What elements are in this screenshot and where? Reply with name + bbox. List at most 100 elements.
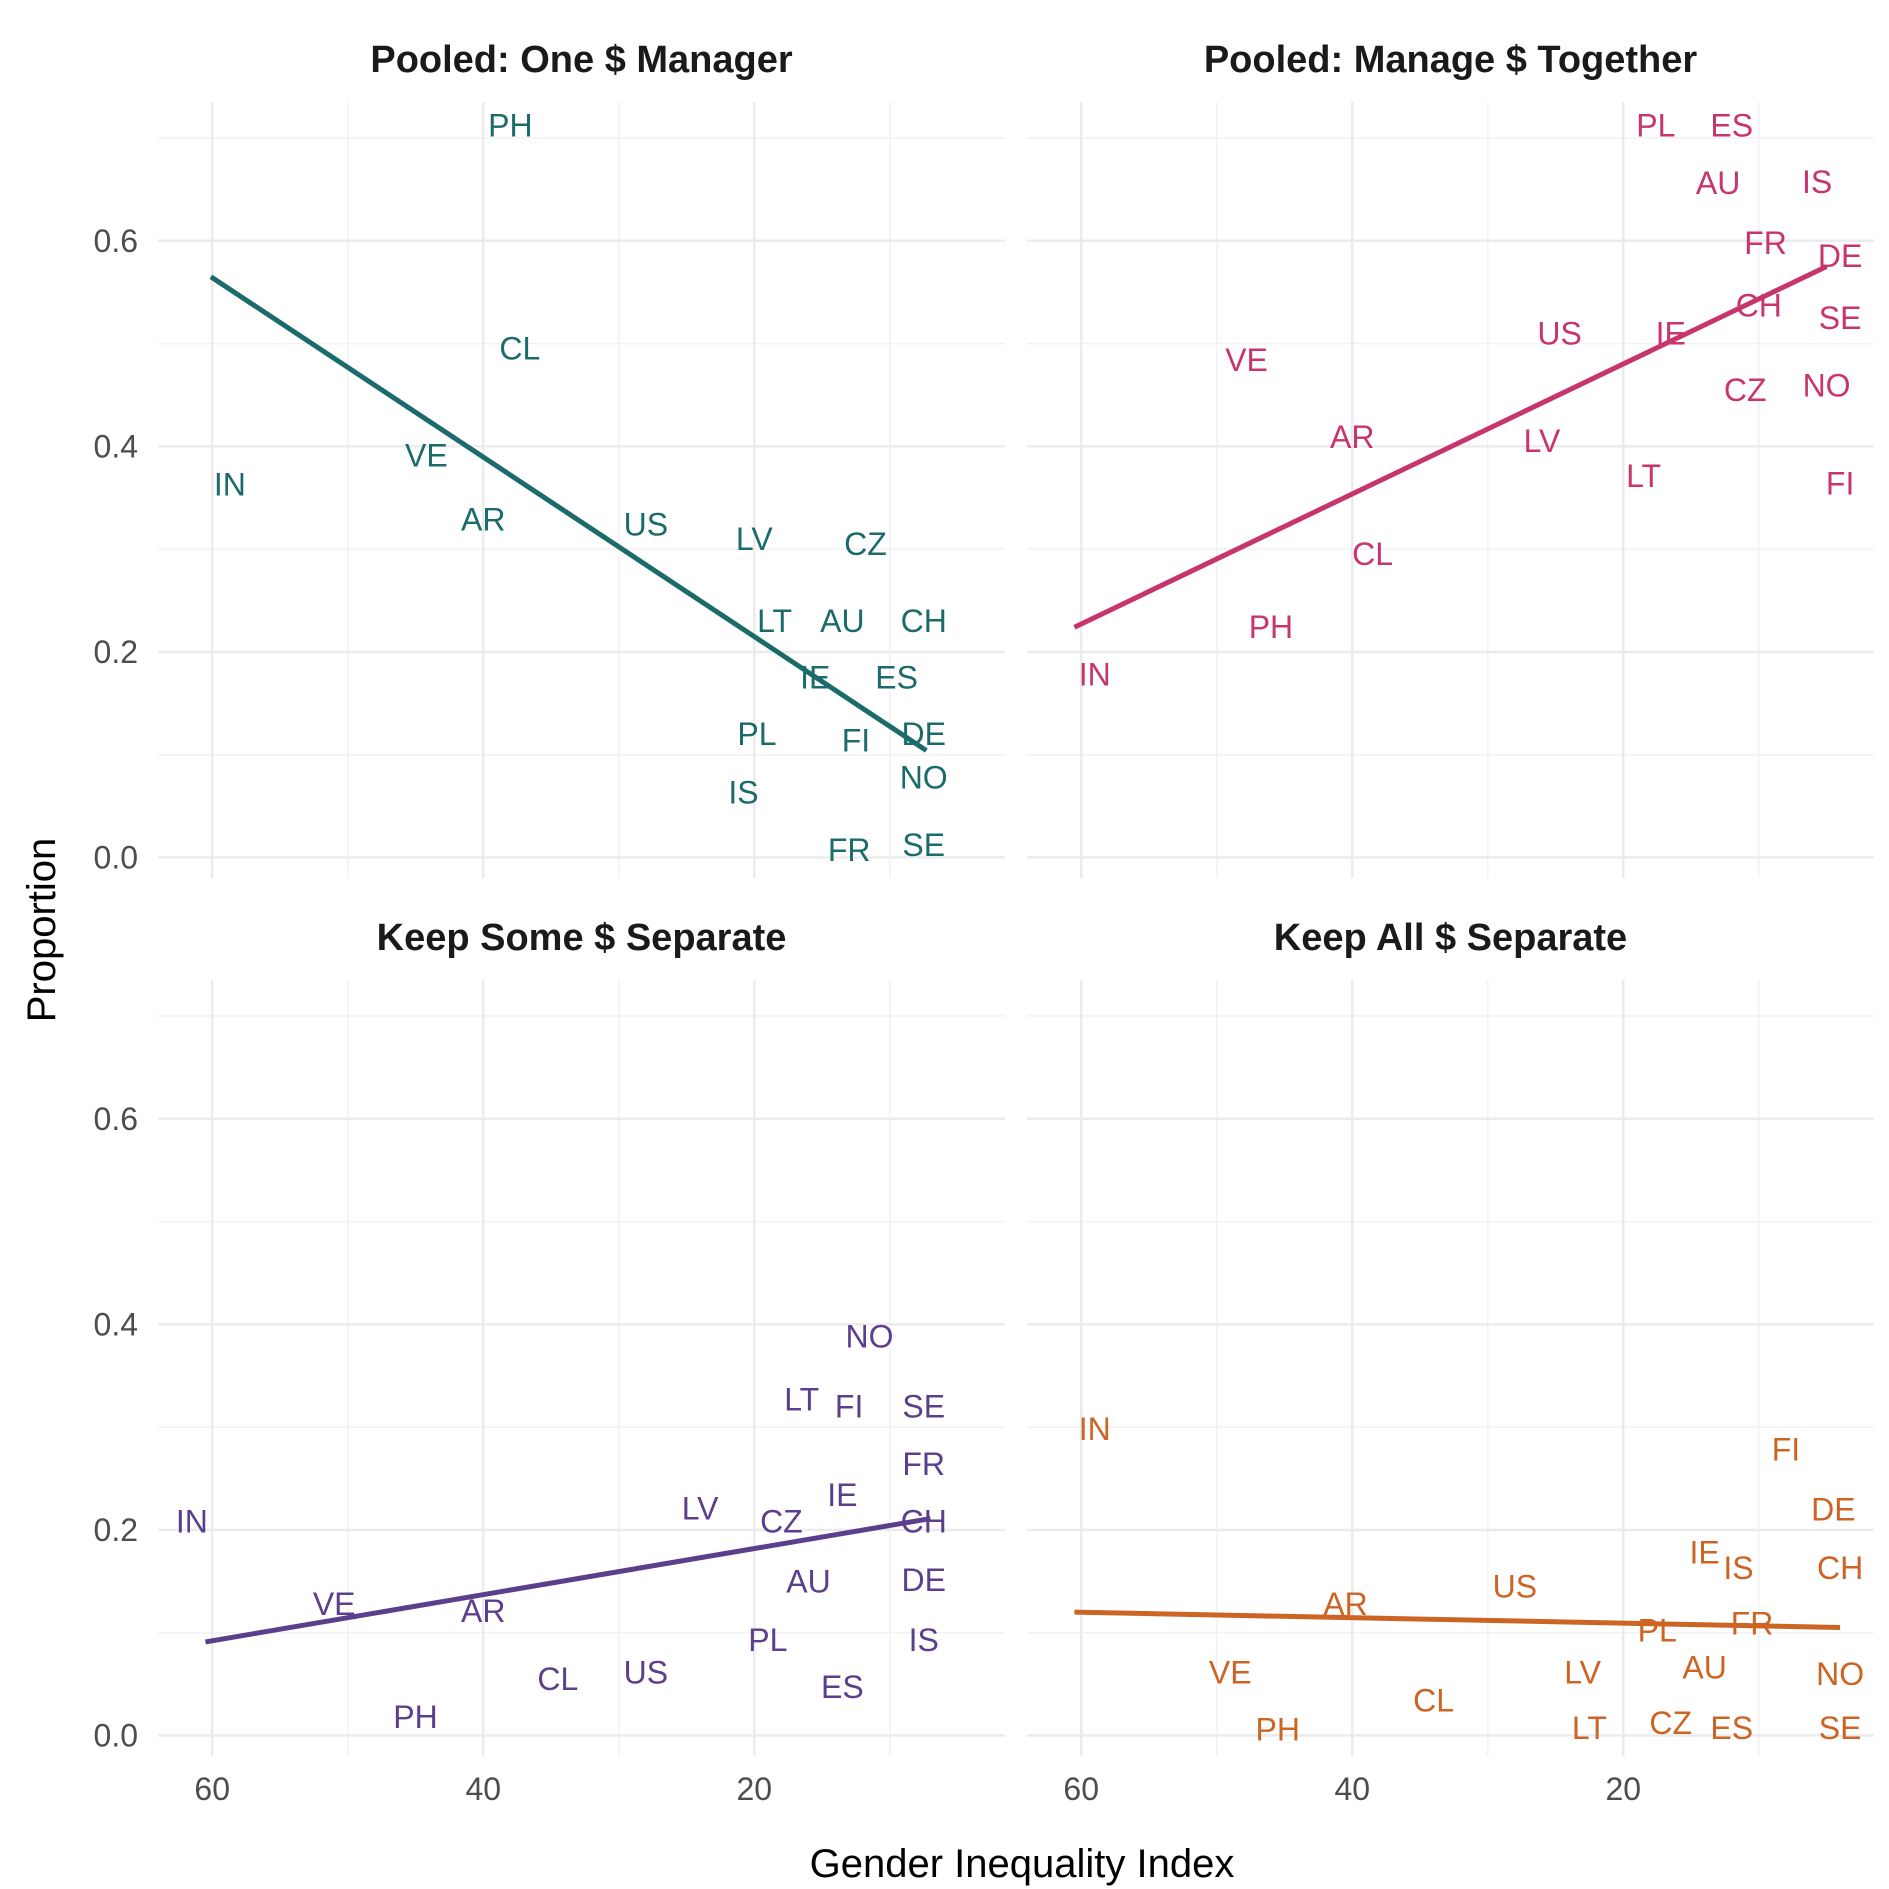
point-label-ph: PH: [1255, 1711, 1299, 1747]
x-tick-label: 20: [1605, 1771, 1641, 1807]
point-label-lv: LV: [1564, 1655, 1601, 1691]
point-label-lt: LT: [1572, 1710, 1607, 1746]
x-tick-label: 60: [1063, 1771, 1099, 1807]
x-axis-title: Gender Inequality Index: [810, 1842, 1235, 1886]
y-tick-label: 0.4: [94, 428, 138, 464]
point-label-cz: CZ: [760, 1504, 803, 1540]
point-label-cl: CL: [499, 331, 540, 367]
point-label-ie: IE: [800, 660, 830, 696]
point-label-ar: AR: [1330, 419, 1374, 455]
point-label-es: ES: [1710, 108, 1753, 144]
point-label-au: AU: [820, 603, 864, 639]
point-label-is: IS: [1802, 164, 1832, 200]
point-label-pl: PL: [748, 1622, 787, 1658]
point-label-in: IN: [214, 466, 246, 502]
y-tick-label: 0.4: [94, 1306, 138, 1342]
panel-title: Keep Some $ Separate: [377, 917, 787, 959]
point-label-pl: PL: [1636, 108, 1675, 144]
point-label-cl: CL: [1413, 1682, 1454, 1718]
point-label-fi: FI: [835, 1389, 863, 1425]
point-label-no: NO: [1816, 1656, 1864, 1692]
point-label-ar: AR: [461, 1593, 505, 1629]
point-label-es: ES: [1710, 1710, 1753, 1746]
point-label-ph: PH: [1249, 609, 1293, 645]
fit-line: [205, 1516, 931, 1645]
point-label-pl: PL: [1638, 1613, 1677, 1649]
point-label-cz: CZ: [1724, 372, 1767, 408]
point-label-no: NO: [900, 759, 948, 795]
point-label-ph: PH: [393, 1699, 437, 1735]
panel-title: Keep All $ Separate: [1274, 917, 1627, 959]
point-label-ar: AR: [1323, 1586, 1367, 1622]
point-label-no: NO: [845, 1319, 893, 1355]
point-label-lv: LV: [1524, 423, 1561, 459]
point-label-fi: FI: [1826, 465, 1854, 501]
point-label-lt: LT: [784, 1381, 819, 1417]
point-label-fr: FR: [1744, 225, 1787, 261]
point-label-lt: LT: [757, 603, 792, 639]
x-tick-label: 60: [194, 1771, 230, 1807]
point-label-ie: IE: [1656, 315, 1686, 351]
point-label-de: DE: [1818, 238, 1862, 274]
point-label-de: DE: [1811, 1491, 1855, 1527]
point-label-se: SE: [902, 1389, 945, 1425]
panel-title: Pooled: Manage $ Together: [1204, 39, 1698, 81]
point-label-ch: CH: [1736, 288, 1782, 324]
y-tick-label: 0.2: [94, 634, 138, 670]
x-tick-label: 20: [736, 1771, 772, 1807]
point-label-fi: FI: [1772, 1432, 1800, 1468]
point-label-es: ES: [875, 660, 918, 696]
point-label-de: DE: [901, 716, 945, 752]
point-label-in: IN: [1079, 1411, 1111, 1447]
point-label-ie: IE: [1689, 1534, 1719, 1570]
point-label-ch: CH: [901, 603, 947, 639]
point-label-de: DE: [901, 1562, 945, 1598]
y-tick-label: 0.2: [94, 1512, 138, 1548]
panel-title: Pooled: One $ Manager: [370, 39, 793, 81]
point-label-ch: CH: [1817, 1550, 1863, 1586]
point-label-fi: FI: [842, 722, 870, 758]
y-tick-label: 0.6: [94, 223, 138, 259]
y-tick-label: 0.0: [94, 839, 138, 875]
panel-4: Keep All $ Separate 60 40 20 IN FI DE IE IS CH US A…: [1027, 917, 1874, 1807]
point-label-ph: PH: [488, 108, 532, 144]
point-label-se: SE: [902, 827, 945, 863]
panel-1: Pooled: One $ Manager 0.0 0.2 0.4 0.6 PH CL IN V…: [94, 39, 1005, 878]
point-label-cl: CL: [537, 1661, 578, 1697]
point-label-us: US: [624, 1655, 668, 1691]
point-label-ve: VE: [1225, 342, 1268, 378]
point-label-pl: PL: [737, 716, 776, 752]
point-label-is: IS: [909, 1622, 939, 1658]
point-label-au: AU: [1682, 1650, 1726, 1686]
panel-3: Keep Some $ Separate 0.0 0.2 0.4 0.6 60 40 20 NO…: [94, 917, 1005, 1807]
point-label-ar: AR: [461, 501, 505, 537]
point-label-ve: VE: [1209, 1655, 1252, 1691]
point-label-es: ES: [821, 1669, 864, 1705]
point-label-us: US: [1537, 315, 1581, 351]
point-label-is: IS: [1723, 1550, 1753, 1586]
point-label-au: AU: [1696, 165, 1740, 201]
panel-2: Pooled: Manage $ Together PL ES AU IS FR DE CH S…: [1027, 39, 1874, 878]
y-axis-title: Proportion: [20, 838, 64, 1023]
point-label-lt: LT: [1626, 458, 1661, 494]
point-label-us: US: [624, 506, 668, 542]
fit-line: [209, 274, 928, 753]
y-tick-label: 0.6: [94, 1101, 138, 1137]
point-label-cl: CL: [1352, 536, 1393, 572]
point-label-no: NO: [1803, 368, 1851, 404]
point-label-in: IN: [1079, 656, 1111, 692]
point-label-au: AU: [786, 1563, 830, 1599]
point-label-lv: LV: [682, 1490, 719, 1526]
fit-line: [1073, 264, 1828, 630]
point-label-cz: CZ: [1649, 1705, 1692, 1741]
x-tick-label: 40: [1334, 1771, 1370, 1807]
fit-line: [1074, 1609, 1841, 1631]
y-tick-label: 0.0: [94, 1717, 138, 1753]
point-label-fr: FR: [1731, 1605, 1774, 1641]
point-label-ie: IE: [827, 1477, 857, 1513]
point-label-fr: FR: [828, 832, 871, 868]
point-label-ch: CH: [901, 1504, 947, 1540]
point-label-cz: CZ: [844, 526, 887, 562]
point-label-ve: VE: [405, 438, 448, 474]
